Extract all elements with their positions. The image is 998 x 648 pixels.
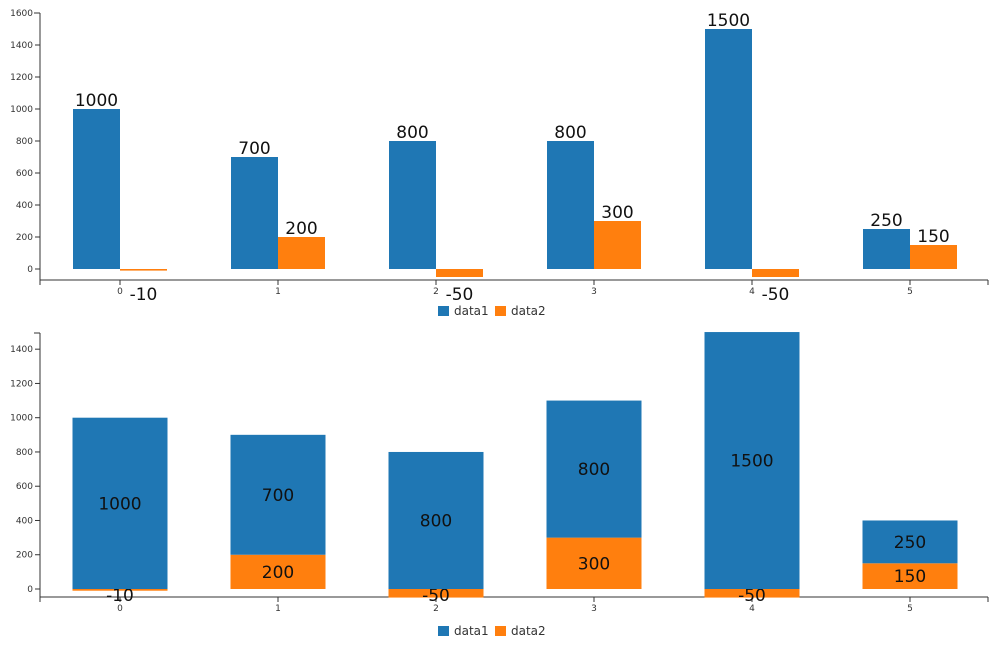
legend: data1 data2 <box>438 624 546 638</box>
x-tick-label: 0 <box>117 604 123 614</box>
data-label-data2: -50 <box>762 285 790 305</box>
x-tick-label: 4 <box>749 287 755 297</box>
y-tick-label: 1200 <box>10 73 33 83</box>
data-label-data1: 1000 <box>75 91 118 111</box>
y-tick-label: 400 <box>16 201 33 211</box>
data-label-data1: 250 <box>870 211 902 231</box>
bar-data2 <box>546 537 642 589</box>
y-tick-label: 1200 <box>10 379 33 389</box>
x-tick-label: 3 <box>591 604 597 614</box>
data-label-data1: 250 <box>894 533 926 553</box>
y-tick-label: 200 <box>16 551 33 561</box>
bar-data1 <box>862 520 958 564</box>
bar-data1 <box>546 400 642 538</box>
bar-data2 <box>388 589 484 598</box>
bar-data2 <box>120 269 167 271</box>
legend: data1 data2 <box>438 304 546 318</box>
legend-label-data2: data2 <box>511 304 546 318</box>
y-tick-label: 0 <box>27 265 33 275</box>
y-tick-label: 1000 <box>10 414 33 424</box>
data-label-data1: 700 <box>238 139 270 159</box>
data-label-data1: 800 <box>554 123 586 143</box>
x-tick-label: 5 <box>907 604 913 614</box>
y-tick-label: 1400 <box>10 41 33 51</box>
grouped-bar-chart: 0 200 400 600 800 1000 1200 1400 1600 0 1 2 3 4 5 1000 -… <box>10 9 989 318</box>
bar-data1 <box>73 109 120 269</box>
bar-data2 <box>436 269 483 277</box>
legend-label-data2: data2 <box>511 624 546 638</box>
data-label-data2: -10 <box>130 285 158 305</box>
bar-data2 <box>594 221 641 269</box>
bar-data1 <box>230 434 326 555</box>
stacked-bar-chart: 0 200 400 600 800 1000 1200 1400 0 1 2 3 4 5 -10 1000 20… <box>10 332 989 638</box>
data-label-data2: 150 <box>894 567 926 587</box>
data-label-data1: 800 <box>396 123 428 143</box>
data-label-data1: 1500 <box>730 452 773 472</box>
data-label-data1: 700 <box>262 486 294 506</box>
bar-data1 <box>389 141 436 269</box>
x-tick-label: 3 <box>591 287 597 297</box>
y-tick-label: 1600 <box>10 9 33 19</box>
y-tick-label: 0 <box>27 585 33 595</box>
y-tick-label: 800 <box>16 448 33 458</box>
y-tick-label: 1400 <box>10 345 33 355</box>
y-tick-label: 600 <box>16 482 33 492</box>
bar-data2 <box>862 563 958 589</box>
data-label-data1: 800 <box>420 511 452 531</box>
y-tick-label: 600 <box>16 169 33 179</box>
x-tick-label: 1 <box>275 604 281 614</box>
bar-data2 <box>704 589 800 598</box>
legend-swatch-data1 <box>438 306 449 316</box>
data-label-data2: -50 <box>738 586 766 606</box>
data-label-data2: -50 <box>422 586 450 606</box>
y-tick-label: 400 <box>16 516 33 526</box>
bar-data2 <box>278 237 325 269</box>
data-label-data1: 800 <box>578 460 610 480</box>
data-label-data1: 1000 <box>98 494 141 514</box>
bar-data1 <box>547 141 594 269</box>
bar-data1 <box>388 451 484 589</box>
x-tick-label: 2 <box>433 287 439 297</box>
legend-swatch-data1 <box>438 626 449 636</box>
legend-label-data1: data1 <box>454 304 489 318</box>
bar-data1 <box>705 29 752 269</box>
data-label-data1: 1500 <box>707 11 750 31</box>
bar-data1 <box>231 157 278 269</box>
bar-data2 <box>230 554 326 589</box>
bar-data2 <box>752 269 799 277</box>
data-label-data2: -50 <box>446 285 474 305</box>
data-label-data2: -10 <box>106 586 134 606</box>
data-label-data2: 200 <box>262 563 294 583</box>
y-tick-label: 800 <box>16 137 33 147</box>
data-label-data2: 300 <box>578 554 610 574</box>
x-tick-label: 4 <box>749 604 755 614</box>
data-label-data2: 150 <box>917 227 949 247</box>
x-tick-label: 2 <box>433 604 439 614</box>
y-tick-label: 200 <box>16 233 33 243</box>
legend-swatch-data2 <box>495 306 506 316</box>
data-label-data2: 200 <box>285 219 317 239</box>
legend-swatch-data2 <box>495 626 506 636</box>
x-tick-label: 5 <box>907 287 913 297</box>
y-tick-label: 1000 <box>10 105 33 115</box>
bar-data2 <box>910 245 957 269</box>
legend-label-data1: data1 <box>454 624 489 638</box>
bar-data1 <box>72 417 168 589</box>
bar-data1 <box>704 332 800 589</box>
x-tick-label: 0 <box>117 287 123 297</box>
data-label-data2: 300 <box>601 203 633 223</box>
bar-data2 <box>72 589 168 591</box>
bar-data1 <box>863 229 910 269</box>
x-tick-label: 1 <box>275 287 281 297</box>
